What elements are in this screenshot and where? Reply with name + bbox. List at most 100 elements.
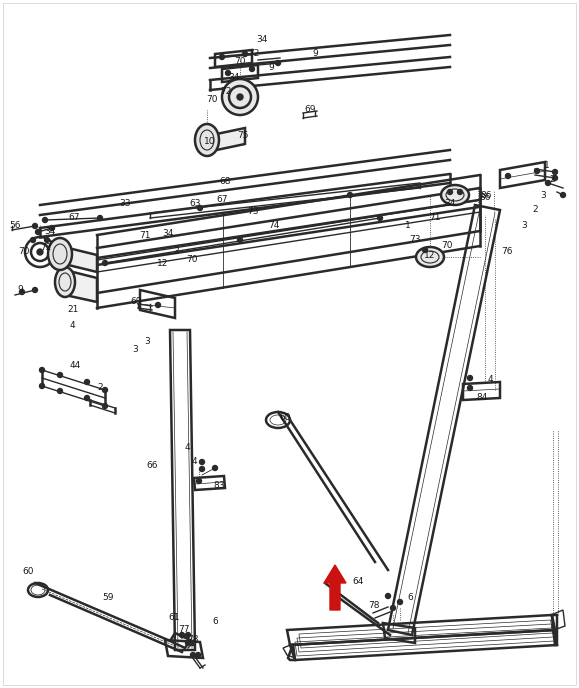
Circle shape	[31, 237, 35, 242]
Circle shape	[505, 173, 511, 178]
Text: 86: 86	[480, 191, 492, 200]
Ellipse shape	[441, 185, 469, 205]
Circle shape	[197, 206, 203, 211]
Text: 70: 70	[19, 248, 30, 257]
Text: 83: 83	[213, 480, 225, 489]
Text: 70: 70	[234, 58, 245, 67]
Ellipse shape	[416, 247, 444, 267]
Circle shape	[196, 652, 200, 658]
Text: 4: 4	[191, 458, 197, 466]
Circle shape	[243, 52, 247, 56]
Text: 4: 4	[487, 374, 493, 383]
Polygon shape	[324, 565, 346, 610]
Circle shape	[97, 215, 102, 220]
Circle shape	[347, 193, 353, 197]
Circle shape	[552, 175, 558, 180]
Circle shape	[102, 387, 108, 392]
Circle shape	[390, 605, 395, 610]
Text: 3: 3	[132, 345, 138, 354]
Polygon shape	[60, 246, 97, 272]
Text: 68: 68	[219, 178, 231, 186]
Polygon shape	[207, 128, 245, 152]
Polygon shape	[65, 270, 97, 302]
Circle shape	[185, 641, 190, 645]
Circle shape	[398, 599, 402, 605]
Circle shape	[32, 288, 38, 292]
Circle shape	[386, 594, 390, 599]
Text: 86: 86	[479, 193, 491, 202]
Text: 64: 64	[352, 577, 364, 585]
Text: 61: 61	[168, 614, 179, 623]
Text: 60: 60	[279, 413, 291, 422]
Circle shape	[250, 67, 255, 72]
Text: 12: 12	[424, 252, 435, 261]
Circle shape	[200, 466, 204, 471]
Circle shape	[219, 54, 225, 59]
Circle shape	[467, 385, 472, 391]
Circle shape	[276, 61, 280, 65]
Circle shape	[185, 632, 190, 638]
Circle shape	[42, 217, 47, 222]
Circle shape	[179, 632, 185, 638]
Circle shape	[237, 94, 243, 100]
Circle shape	[32, 224, 38, 228]
Ellipse shape	[48, 238, 72, 270]
Text: 67: 67	[216, 195, 228, 204]
Text: 66: 66	[146, 460, 157, 469]
Circle shape	[39, 383, 45, 389]
Circle shape	[57, 372, 63, 378]
Text: 72: 72	[248, 48, 260, 58]
Text: 71: 71	[429, 213, 441, 222]
Circle shape	[190, 652, 196, 658]
Circle shape	[225, 70, 230, 76]
Text: 10: 10	[204, 138, 216, 147]
Text: 56: 56	[9, 222, 21, 230]
Circle shape	[200, 460, 204, 464]
Text: 69: 69	[130, 297, 142, 306]
Text: 1: 1	[405, 220, 411, 230]
Text: 4: 4	[69, 321, 75, 330]
Circle shape	[534, 169, 540, 173]
Text: 2: 2	[97, 383, 103, 392]
Text: 2: 2	[549, 175, 555, 184]
Circle shape	[423, 248, 427, 252]
Circle shape	[39, 367, 45, 372]
Text: 34: 34	[256, 36, 267, 45]
Text: 73: 73	[409, 235, 421, 244]
Text: 3: 3	[144, 338, 150, 347]
Text: 72: 72	[41, 244, 52, 252]
Text: 76: 76	[501, 248, 513, 257]
Text: 78: 78	[187, 636, 199, 645]
Text: 44: 44	[69, 361, 80, 369]
Text: 6: 6	[407, 594, 413, 603]
Text: 72: 72	[221, 87, 232, 96]
Text: 9: 9	[312, 48, 318, 58]
Text: 70: 70	[186, 255, 198, 264]
Text: 9: 9	[268, 63, 274, 72]
Text: 63: 63	[189, 200, 201, 208]
Text: 75: 75	[237, 131, 249, 140]
Text: 70: 70	[441, 241, 453, 250]
Text: 73: 73	[247, 206, 259, 215]
Text: 77: 77	[178, 625, 190, 634]
Circle shape	[156, 303, 160, 308]
Circle shape	[102, 403, 108, 409]
Circle shape	[49, 226, 54, 230]
Circle shape	[57, 389, 63, 394]
Circle shape	[85, 396, 90, 400]
Circle shape	[85, 380, 90, 385]
Ellipse shape	[222, 79, 258, 115]
Text: 3: 3	[173, 248, 179, 257]
Circle shape	[102, 261, 108, 266]
Text: 34: 34	[45, 228, 56, 237]
Circle shape	[35, 230, 41, 235]
Ellipse shape	[195, 124, 219, 156]
Circle shape	[237, 237, 243, 242]
Text: 2: 2	[532, 206, 538, 215]
Circle shape	[545, 180, 551, 186]
Text: 4: 4	[184, 444, 190, 453]
Text: 69: 69	[304, 105, 316, 114]
Text: 34: 34	[444, 200, 456, 208]
Circle shape	[467, 376, 472, 380]
Text: 21: 21	[67, 305, 79, 314]
